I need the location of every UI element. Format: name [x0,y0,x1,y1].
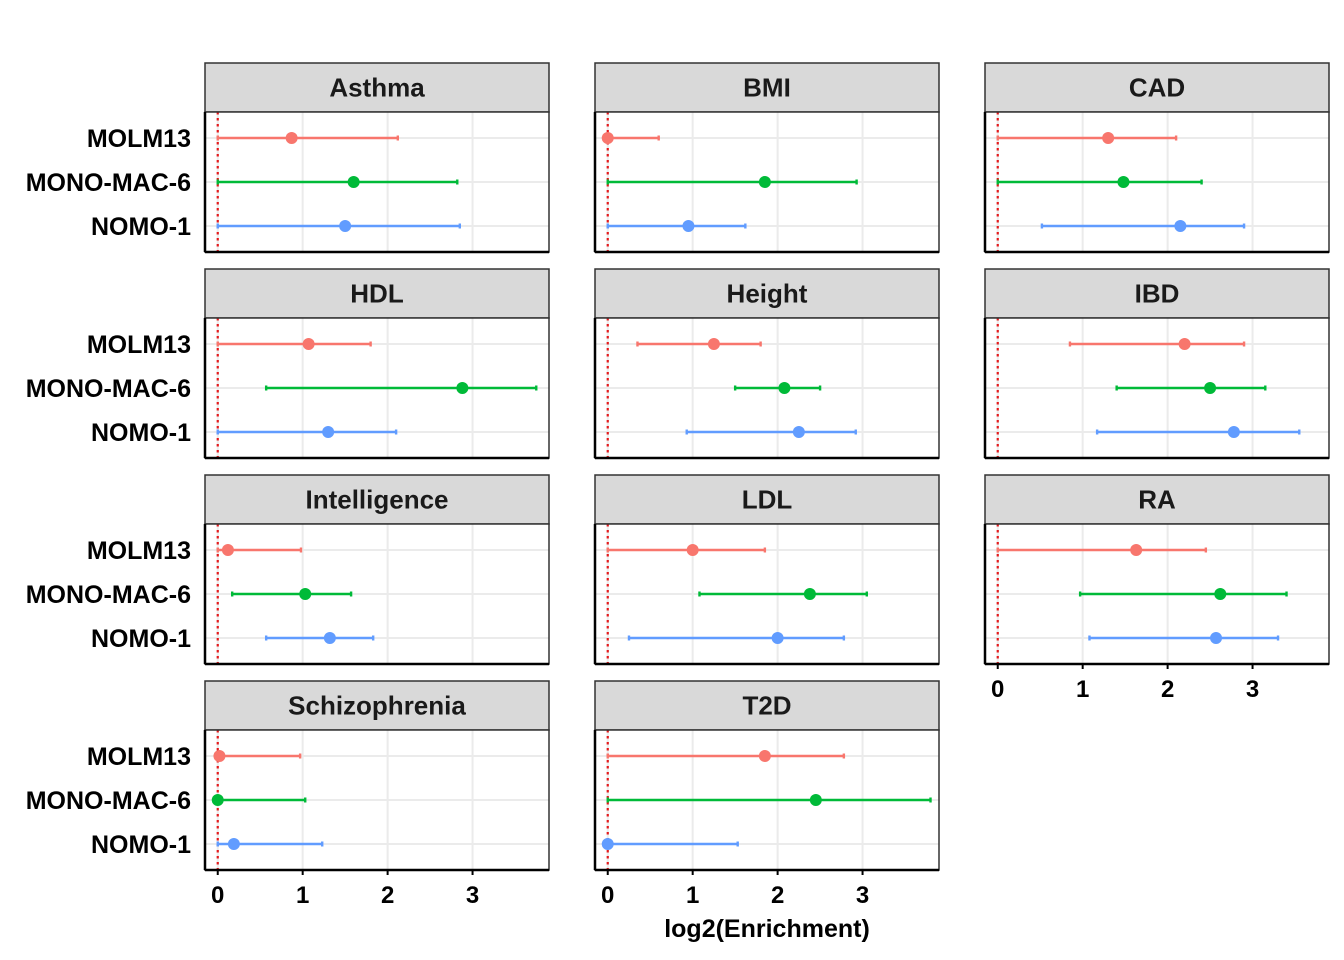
point-molm13 [213,750,226,762]
panel-height: Height [593,268,940,460]
point-nomo-1 [1174,220,1187,232]
point-mono-mac-6 [299,588,312,600]
x-tick-label: 2 [1161,676,1174,703]
point-nomo-1 [339,220,352,232]
point-mono-mac-6 [211,794,224,806]
point-nomo-1 [1210,632,1223,644]
panel-ra: RA 0 1 2 3 [983,474,1330,703]
strip-ibd [984,268,1330,319]
point-molm13 [285,132,298,144]
strip-label-t2d: T2D [742,691,791,721]
strip-asthma [204,62,550,113]
point-molm13 [1130,544,1143,556]
strip-ra [984,474,1330,525]
point-mono-mac-6 [456,382,469,394]
strip-label-height: Height [727,279,808,309]
row-label-mono-mac-6: MONO-MAC-6 [26,787,191,815]
point-molm13 [1178,338,1191,350]
point-mono-mac-6 [347,176,360,188]
strip-label-ibd: IBD [1135,279,1180,309]
point-molm13 [221,544,234,556]
x-tick-label: 0 [991,676,1004,703]
strip-schizophrenia [204,680,550,731]
point-molm13 [758,750,771,762]
strip-label-bmi: BMI [743,73,791,103]
panel-ibd: IBD [983,268,1330,460]
point-molm13 [707,338,720,350]
x-tick-label: 1 [1076,676,1089,703]
x-tick-label: 3 [1246,676,1259,703]
point-nomo-1 [792,426,805,438]
row-label-mono-mac-6: MONO-MAC-6 [26,169,191,197]
point-mono-mac-6 [1117,176,1130,188]
strip-label-intelligence: Intelligence [305,485,448,515]
panels-group: Asthma MOLM13 MONO-MAC-6 NOMO-1 BMI CAD HDL MOL… [26,62,1330,909]
x-tick-label: 1 [296,882,309,909]
row-label-mono-mac-6: MONO-MAC-6 [26,581,191,609]
row-label-nomo-1: NOMO-1 [91,419,191,447]
row-label-nomo-1: NOMO-1 [91,213,191,241]
strip-label-asthma: Asthma [329,73,425,103]
row-label-mono-mac-6: MONO-MAC-6 [26,375,191,403]
x-tick-label: 1 [686,882,699,909]
point-nomo-1 [601,838,614,850]
panel-cad: CAD [983,62,1330,254]
panel-t2d: T2D 0 1 2 3 [593,680,940,909]
point-nomo-1 [682,220,695,232]
point-nomo-1 [323,632,336,644]
panel-ldl: LDL [593,474,940,666]
panel-asthma: Asthma MOLM13 MONO-MAC-6 NOMO-1 [26,62,550,254]
point-molm13 [1102,132,1115,144]
row-label-molm13: MOLM13 [87,331,191,359]
point-mono-mac-6 [758,176,771,188]
point-mono-mac-6 [1214,588,1227,600]
row-label-molm13: MOLM13 [87,125,191,153]
panel-intelligence: Intelligence MOLM13 MONO-MAC-6 NOMO-1 [26,474,550,666]
x-tick-label: 2 [771,882,784,909]
x-tick-label: 3 [466,882,479,909]
point-mono-mac-6 [778,382,791,394]
x-axis-title: log2(Enrichment) [664,915,870,943]
panel-bmi: BMI [593,62,940,254]
point-molm13 [686,544,699,556]
row-label-nomo-1: NOMO-1 [91,831,191,859]
point-molm13 [601,132,614,144]
strip-label-ra: RA [1138,485,1176,515]
point-nomo-1 [771,632,784,644]
x-tick-label: 0 [601,882,614,909]
x-tick-label: 2 [381,882,394,909]
row-label-molm13: MOLM13 [87,743,191,771]
strip-intelligence [204,474,550,525]
point-mono-mac-6 [803,588,816,600]
point-nomo-1 [227,838,240,850]
point-nomo-1 [322,426,335,438]
panel-schizophrenia: Schizophrenia MOLM13 MONO-MAC-6 NOMO-1 0 1 2 3 [26,680,550,909]
x-tick-label: 3 [856,882,869,909]
panel-hdl: HDL MOLM13 MONO-MAC-6 NOMO-1 [26,268,550,460]
point-molm13 [302,338,315,350]
strip-label-cad: CAD [1129,73,1185,103]
point-nomo-1 [1227,426,1240,438]
row-label-molm13: MOLM13 [87,537,191,565]
x-tick-label: 0 [211,882,224,909]
strip-t2d [594,680,940,731]
strip-label-hdl: HDL [350,279,404,309]
strip-label-ldl: LDL [742,485,793,515]
row-label-nomo-1: NOMO-1 [91,625,191,653]
strip-label-schizophrenia: Schizophrenia [288,691,466,721]
point-mono-mac-6 [1204,382,1217,394]
strip-cad [984,62,1330,113]
point-mono-mac-6 [809,794,822,806]
strip-bmi [594,62,940,113]
